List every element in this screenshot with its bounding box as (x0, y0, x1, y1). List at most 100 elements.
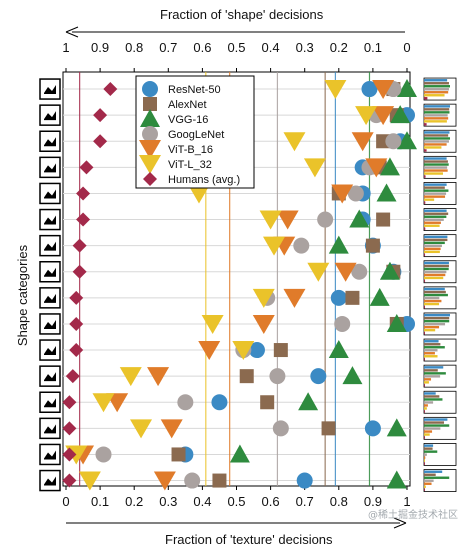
mini-bar (424, 160, 448, 163)
category-elephant-icon (39, 261, 61, 283)
mini-bar (424, 473, 436, 476)
bottom-arrow-head (393, 517, 407, 529)
mini-bar (424, 134, 449, 137)
mini-bar (424, 476, 450, 479)
x-tick-label-top: 0.8 (125, 40, 143, 55)
mini-bar (424, 485, 426, 488)
mini-bar (424, 296, 440, 300)
x-tick-label-top: 0.4 (262, 40, 280, 55)
marker-vit-l-32 (78, 471, 101, 491)
mini-bar (424, 479, 434, 482)
legend-item-label: AlexNet (168, 99, 207, 111)
marker-vit-l-32 (130, 419, 153, 439)
legend-item-label: Humans (avg.) (168, 174, 240, 186)
mini-bar (424, 290, 446, 294)
x-tick-label-top: 0.5 (227, 40, 245, 55)
x-tick-label-bottom: 0.5 (227, 494, 245, 509)
mini-bar (424, 209, 447, 212)
marker-vit-b-16 (331, 184, 354, 204)
mini-bar (424, 114, 448, 117)
marker-vit-b-16 (252, 314, 275, 334)
marker-vit-l-32 (252, 288, 275, 308)
mini-bar (424, 247, 441, 251)
mini-bar (424, 183, 447, 186)
marker-humans-avg- (143, 172, 157, 186)
marker-resnet-50 (364, 420, 381, 437)
mini-bar (424, 369, 438, 372)
marker-humans-avg- (93, 134, 108, 149)
marker-humans-avg- (69, 316, 84, 331)
category-chair-icon (39, 417, 61, 440)
mini-bar (424, 131, 450, 134)
mini-bar (424, 366, 444, 369)
marker-vgg-16 (140, 109, 160, 127)
marker-humans-avg- (93, 108, 108, 123)
mini-bar (424, 404, 428, 407)
marker-vit-l-32 (263, 236, 286, 256)
marker-vit-b-16 (372, 80, 395, 100)
legend-item-label: VGG-16 (168, 114, 208, 126)
x-tick-label-top: 0.7 (159, 40, 177, 55)
marker-googlenet (317, 211, 334, 228)
marker-vit-b-16 (139, 140, 161, 159)
x-tick-label-bottom: 0 (62, 494, 69, 509)
legend: ResNet-50 AlexNet VGG-16 GoogLeNet ViT-B_16 V… (135, 75, 255, 189)
mini-bar (424, 325, 440, 329)
marker-alexnet (321, 421, 336, 436)
x-tick-label-top: 0.9 (91, 40, 109, 55)
mini-bar (424, 322, 446, 326)
category-bottle-icon (39, 104, 61, 126)
mini-bar (424, 224, 440, 227)
marker-humans-avg- (76, 186, 91, 201)
marker-alexnet (171, 447, 186, 462)
x-tick-label-bottom: 0.7 (296, 494, 314, 509)
marker-vit-b-16 (153, 471, 176, 491)
marker-alexnet (143, 97, 157, 111)
category-keyboard-icon (39, 287, 61, 309)
marker-vit-l-32 (92, 393, 115, 413)
mini-bar (424, 453, 427, 456)
mini-bar (424, 305, 425, 309)
x-tick-label-top: 0.1 (364, 40, 382, 55)
mini-bar (424, 375, 441, 378)
mini-bar (424, 395, 440, 398)
marker-humans-avg- (69, 290, 84, 305)
marker-humans-avg- (62, 421, 77, 436)
category-icon-glyph (44, 241, 56, 251)
x-tick-label-top: 0 (403, 40, 410, 55)
marker-googlenet (293, 237, 310, 254)
top-axis-title: Fraction of 'shape' decisions (160, 7, 324, 22)
mini-bar (424, 287, 445, 291)
mini-bar (424, 421, 445, 424)
marker-vgg-16 (397, 131, 417, 150)
mini-bar (424, 427, 441, 430)
mini-bar (424, 195, 446, 198)
mini-bar (424, 470, 443, 473)
marker-vit-l-32 (201, 314, 224, 334)
mini-bar (424, 137, 450, 140)
mini-bar (424, 433, 430, 436)
mini-bar (424, 105, 450, 108)
marker-googlenet (334, 315, 351, 332)
watermark-text: @稀土掘金技术社区 (368, 510, 458, 521)
x-tick-label-top: 1 (62, 40, 69, 55)
mini-bar (424, 418, 448, 421)
category-icon-glyph (44, 189, 56, 199)
legend-item-label: GoogLeNet (168, 129, 224, 141)
marker-alexnet (239, 369, 254, 384)
mini-bar (424, 235, 448, 239)
mini-bar (424, 398, 443, 401)
mini-bar (424, 140, 449, 143)
marker-resnet-50 (296, 472, 313, 489)
marker-googlenet (351, 263, 368, 280)
mini-bar (424, 123, 427, 126)
mini-bar (424, 355, 438, 358)
mini-bar (424, 97, 428, 100)
marker-vgg-16 (397, 79, 417, 98)
marker-alexnet (345, 290, 360, 305)
marker-vgg-16 (379, 261, 400, 280)
y-axis-title: Shape categories (15, 244, 31, 347)
marker-vit-l-32 (139, 155, 161, 174)
category-icon-glyph (44, 398, 56, 408)
marker-alexnet (260, 395, 275, 410)
